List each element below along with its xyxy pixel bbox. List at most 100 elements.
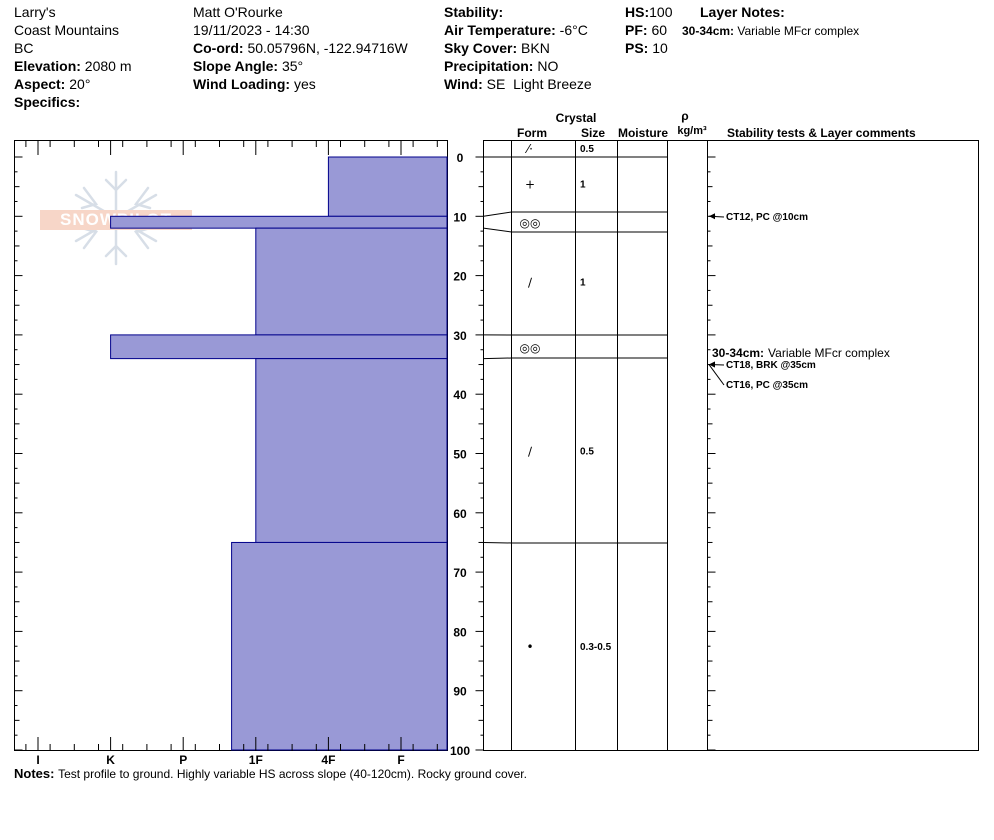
ps-value: 10	[652, 40, 668, 56]
hardness-tick-label: 4F	[321, 753, 335, 766]
stability-test-label: CT16, PC @35cm	[726, 380, 808, 391]
wind-loading-row: Wind Loading: yes	[193, 75, 408, 93]
aspect-row: Aspect: 20°	[14, 75, 132, 93]
depth-tick-label: 40	[453, 388, 467, 402]
sky-value: BKN	[521, 40, 550, 56]
crystal-form-symbol: ◎◎	[520, 341, 541, 355]
hardness-bar	[255, 358, 448, 543]
conditions-block: Stability: Air Temperature: -6°C Sky Cov…	[444, 3, 592, 93]
stability-test-arrowhead	[709, 361, 715, 368]
hs-value: 100	[649, 4, 673, 20]
moisture-header: Moisture	[618, 126, 668, 140]
slope-label: Slope Angle:	[193, 58, 279, 74]
wind-loading-label: Wind Loading:	[193, 76, 291, 92]
hardness-tick-label: I	[36, 753, 39, 766]
aspect-label: Aspect:	[14, 76, 66, 92]
observer-block: Matt O'Rourke 19/11/2023 - 14:30 Co-ord:…	[193, 3, 408, 93]
specifics-row: Specifics:	[14, 93, 132, 111]
coord-row: Co-ord: 50.05796N, -122.94716W	[193, 39, 408, 57]
depth-tick-label: 60	[453, 507, 467, 521]
layer-note-annotation-range: 30-34cm:	[712, 346, 764, 360]
site-province: BC	[14, 40, 34, 56]
sky-label: Sky Cover:	[444, 40, 518, 56]
stability-test-arrowhead	[709, 213, 715, 220]
layer-note-range: 30-34cm:	[682, 24, 735, 38]
crystal-form-symbol: ◎◎	[520, 216, 541, 230]
precip-value: NO	[537, 58, 559, 74]
aspect-value: 20°	[69, 76, 91, 92]
air-temp-value: -6°C	[559, 22, 588, 38]
hardness-bar	[110, 334, 448, 360]
layer-notes-title: Layer Notes:	[700, 3, 785, 21]
depth-tick-label: 90	[453, 685, 467, 699]
wind-value: SE Light Breeze	[486, 76, 592, 92]
layer-boundary-connector	[483, 541, 512, 544]
form-header: Form	[517, 126, 547, 140]
observer-name: Matt O'Rourke	[193, 4, 283, 20]
observation-datetime: 19/11/2023 - 14:30	[193, 22, 310, 38]
layer-note-text: Variable MFcr complex	[737, 24, 860, 38]
layer-note-header-row: 30-34cm: Variable MFcr complex	[682, 22, 859, 40]
crystal-size: 1	[580, 278, 586, 289]
crystal-size: 0.5	[580, 447, 594, 458]
coord-label: Co-ord:	[193, 40, 244, 56]
hardness-tick-label: P	[179, 753, 187, 766]
pf-row: PF: 60	[625, 21, 672, 39]
precip-row: Precipitation: NO	[444, 57, 592, 75]
crystal-form-symbol: ∕	[528, 276, 533, 290]
notes-text: Test profile to ground. Highly variable …	[58, 767, 527, 781]
specifics-label: Specifics:	[14, 94, 81, 110]
elevation-row: Elevation: 2080 m	[14, 57, 132, 75]
hardness-axis-labels: I K P 1F 4F F	[36, 753, 404, 766]
size-header: Size	[581, 126, 605, 140]
hardness-tick-label: K	[106, 753, 115, 766]
crystal-size: 0.5	[580, 144, 594, 155]
hardness-bar	[110, 215, 448, 229]
coord-value: 50.05796N, -122.94716W	[247, 40, 408, 56]
depth-tick-label: 70	[453, 566, 467, 580]
hardness-bar	[327, 156, 448, 217]
layer-boundary-connector	[483, 357, 512, 360]
rho-header: ρ	[681, 109, 688, 123]
layer-table	[483, 140, 979, 751]
ps-label: PS:	[625, 40, 649, 56]
precip-label: Precipitation:	[444, 58, 534, 74]
ps-row: PS: 10	[625, 39, 672, 57]
depth-tick-label: 80	[453, 625, 467, 639]
site-block: Larry's Coast Mountains BC Elevation: 20…	[14, 3, 132, 111]
depth-tick-label: 10	[453, 210, 467, 224]
depth-tick-label: 50	[453, 448, 467, 462]
crystal-size: 1	[580, 180, 586, 191]
site-name: Larry's	[14, 4, 56, 20]
crystal-header: Crystal	[556, 111, 597, 125]
elevation-label: Elevation:	[14, 58, 81, 74]
hardness-tick-marks	[25, 140, 438, 751]
hardness-bar	[255, 227, 448, 336]
stability-test-label: CT12, PC @10cm	[726, 212, 808, 223]
layer-note-annotation: 30-34cm: Variable MFcr complex	[712, 346, 890, 360]
depth-tick-label: 30	[453, 329, 467, 343]
hardness-tick-label: F	[397, 753, 404, 766]
slope-value: 35°	[281, 58, 304, 74]
notes-label: Notes:	[14, 766, 55, 781]
depth-tick-label: 20	[453, 270, 467, 284]
comments-header: Stability tests & Layer comments	[727, 126, 916, 140]
sky-row: Sky Cover: BKN	[444, 39, 592, 57]
stability-row: Stability:	[444, 3, 592, 21]
pf-label: PF:	[625, 22, 648, 38]
hardness-bar	[231, 541, 448, 751]
layer-table-frame	[483, 140, 979, 751]
depths-block: HS:100 PF: 60 PS: 10	[625, 3, 672, 57]
crystal-form-symbol: •	[526, 640, 533, 654]
hs-label: HS:	[625, 4, 650, 20]
depth-tick-label: 100	[450, 744, 470, 758]
pf-value: 60	[651, 22, 668, 38]
stability-tests: CT12, PC @10cm CT18, BRK @35cm CT16, PC @3…	[708, 212, 816, 391]
crystal-size: 0.3-0.5	[580, 642, 612, 653]
air-temp-label: Air Temperature:	[444, 22, 556, 38]
layer-boundary-connector	[483, 227, 512, 233]
layer-boundary-lines	[483, 156, 668, 544]
crystal-rows: ⁄· 0.5 + 1 ◎◎ ∕ 1 ◎◎ ∕ 0.5 • 0.3-0.5	[520, 142, 612, 654]
elevation-value: 2080 m	[84, 58, 132, 74]
